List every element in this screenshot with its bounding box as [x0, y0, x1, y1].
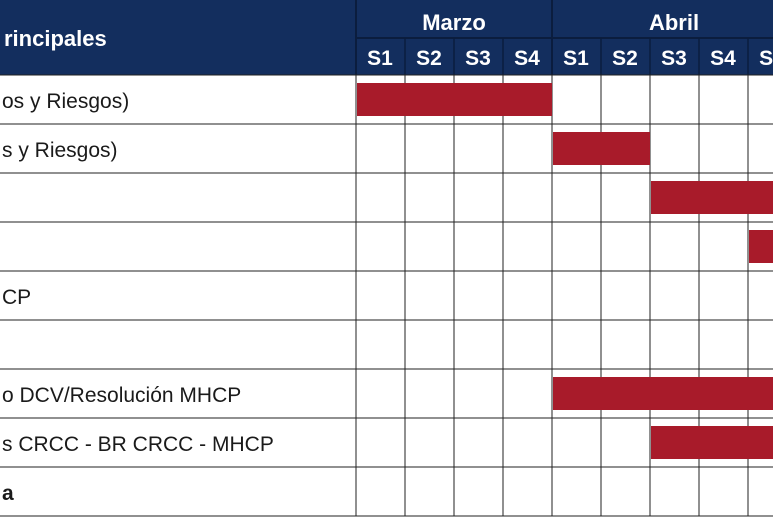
week-headers: S1 S2 S3 S4 S1 S2 S3 S4 S5	[367, 47, 773, 70]
month-label-0: Marzo	[422, 10, 486, 35]
month-headers: Marzo Abril	[422, 10, 699, 35]
task-label: a	[2, 482, 14, 505]
task-label: CP	[2, 286, 31, 309]
task-bar	[651, 181, 773, 214]
task-bar	[651, 426, 773, 459]
month-label-1: Abril	[649, 10, 699, 35]
task-bar	[749, 230, 773, 263]
bars	[357, 83, 773, 459]
task-bar	[553, 377, 773, 410]
task-label: s CRCC - BR CRCC - MHCP	[2, 433, 274, 456]
task-label: o DCV/Resolución MHCP	[2, 384, 241, 407]
week-label: S1	[367, 47, 393, 70]
task-column-header: rincipales	[4, 26, 107, 51]
task-bar	[357, 83, 552, 116]
task-rows: os y Riesgos) s y Riesgos) CP o DCV/Resoluc…	[2, 90, 274, 505]
week-label: S4	[514, 47, 540, 70]
week-label: S2	[416, 47, 442, 70]
week-label: S4	[710, 47, 736, 70]
week-label: S3	[465, 47, 491, 70]
task-label: s y Riesgos)	[2, 139, 118, 162]
week-label: S3	[661, 47, 687, 70]
task-bar	[553, 132, 650, 165]
task-label: os y Riesgos)	[2, 90, 129, 113]
week-label: S2	[612, 47, 638, 70]
week-label: S1	[563, 47, 589, 70]
week-label: S5	[759, 47, 773, 70]
